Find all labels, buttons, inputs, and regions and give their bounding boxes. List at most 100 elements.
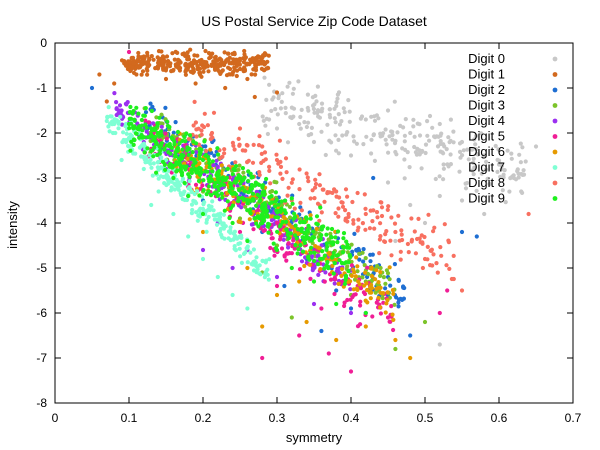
data-point (425, 133, 430, 138)
data-point (219, 163, 224, 168)
data-point (250, 160, 256, 165)
data-point (296, 247, 301, 252)
legend-marker (552, 118, 558, 124)
data-point (256, 224, 261, 229)
data-point (194, 201, 199, 206)
x-tick-label: 0.4 (343, 411, 360, 425)
data-point (275, 220, 280, 225)
data-point (216, 217, 221, 222)
data-point (186, 193, 191, 199)
data-point (466, 157, 471, 162)
data-point (108, 121, 113, 126)
data-point (327, 112, 332, 117)
data-point (236, 167, 241, 172)
data-point (279, 206, 284, 211)
x-axis-ticks: 0 0.1 0.2 0.3 0.4 0.5 0.6 0.7 (52, 43, 582, 425)
data-point (385, 207, 390, 212)
data-point (444, 147, 449, 152)
data-point (372, 158, 377, 163)
data-point (127, 110, 132, 115)
data-point (258, 198, 263, 203)
data-point (389, 129, 394, 134)
data-point (306, 179, 311, 184)
data-point (333, 120, 338, 125)
data-point (210, 199, 215, 204)
data-point (311, 301, 317, 307)
data-point (292, 211, 297, 216)
data-point (221, 62, 226, 67)
data-point (363, 206, 368, 211)
data-point (293, 243, 298, 248)
data-point (260, 355, 265, 361)
data-point (283, 219, 289, 224)
data-point (252, 94, 257, 100)
data-point (446, 135, 451, 140)
data-point (360, 221, 365, 226)
data-point (256, 59, 261, 64)
data-point (264, 209, 269, 214)
data-point (368, 252, 373, 257)
data-point (134, 105, 139, 110)
data-point (150, 134, 155, 139)
data-point (186, 137, 191, 142)
legend-marker (552, 103, 558, 108)
data-point (297, 267, 303, 272)
data-point (307, 262, 312, 267)
data-point (129, 121, 134, 126)
data-point (211, 163, 216, 168)
data-point (155, 66, 161, 71)
data-point (116, 121, 121, 126)
data-point (360, 250, 365, 255)
data-point (144, 125, 149, 130)
data-point (437, 310, 442, 316)
data-point (175, 168, 180, 173)
data-point (97, 72, 102, 77)
data-point (163, 131, 168, 136)
data-point (340, 250, 345, 255)
data-point (274, 274, 280, 280)
data-point (232, 229, 237, 234)
data-point (341, 231, 347, 236)
data-point (317, 218, 322, 223)
data-point (255, 265, 260, 270)
legend-label: Digit 3 (468, 98, 505, 113)
data-point (149, 54, 154, 59)
data-point (116, 110, 121, 115)
data-point (396, 213, 401, 218)
data-point (289, 315, 294, 320)
data-point (393, 337, 398, 343)
data-point (238, 254, 243, 259)
data-point (336, 137, 341, 142)
data-point (411, 124, 416, 129)
data-point (274, 292, 280, 298)
data-point (369, 266, 374, 271)
data-point (200, 63, 205, 68)
data-point (131, 61, 136, 66)
data-point (351, 221, 356, 226)
data-point (417, 133, 423, 138)
data-point (282, 254, 287, 259)
data-point (144, 129, 149, 134)
data-point (189, 189, 194, 195)
data-point (336, 214, 341, 219)
data-point (432, 225, 437, 230)
data-point (106, 105, 111, 110)
data-point (289, 180, 294, 185)
data-point (137, 127, 142, 132)
data-point (313, 177, 318, 182)
data-point (245, 208, 250, 213)
data-point (348, 287, 353, 292)
data-point (278, 171, 283, 176)
data-point (267, 168, 272, 173)
data-point (159, 121, 164, 126)
data-point (112, 81, 117, 86)
data-point (316, 114, 321, 119)
data-point (341, 236, 346, 241)
data-point (251, 191, 256, 196)
data-point (447, 266, 452, 271)
data-point (156, 189, 161, 194)
data-point (192, 157, 197, 163)
data-point (412, 229, 417, 234)
data-point (379, 205, 385, 210)
data-point (165, 119, 170, 124)
